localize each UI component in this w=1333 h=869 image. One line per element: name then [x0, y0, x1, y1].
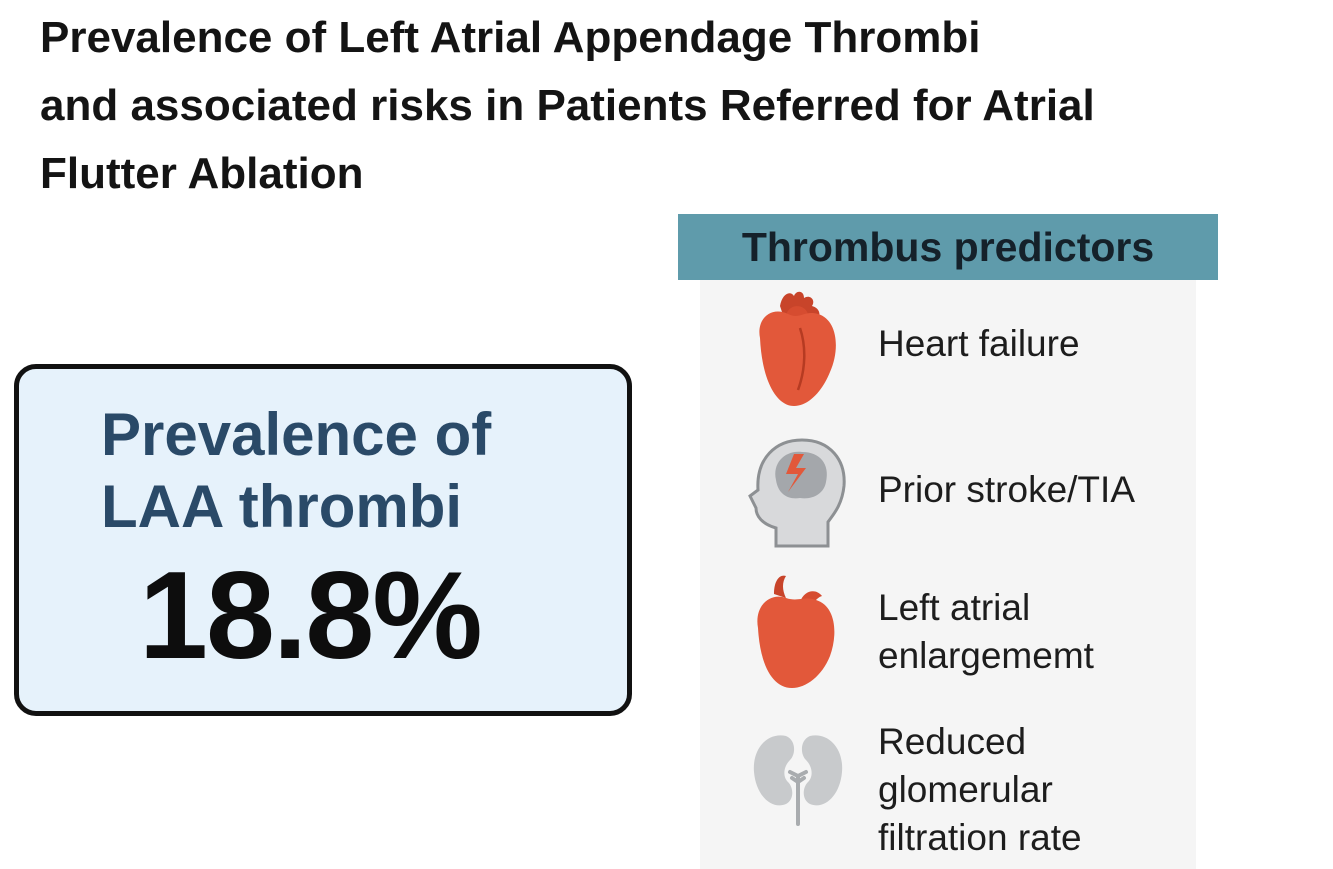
predictor-left-atrial-enlargement-text: Left atrial enlargememt	[878, 584, 1094, 680]
enlarged-heart-icon	[757, 575, 835, 688]
predictor-line: glomerular	[878, 769, 1053, 810]
head-brain-icon	[748, 438, 846, 548]
predictor-line: Reduced	[878, 721, 1027, 762]
predictor-line: Heart failure	[878, 323, 1080, 364]
prevalence-label-line-1: Prevalence of	[101, 401, 492, 468]
predictor-reduced-gfr-text: Reduced glomerular filtration rate	[878, 718, 1082, 862]
prevalence-label-line-2: LAA thrombi	[101, 473, 463, 540]
predictor-heart-failure-text: Heart failure	[878, 320, 1080, 368]
predictors-panel: Heart failure Prior stroke/TIA Left atri…	[700, 280, 1196, 869]
predictor-line: filtration rate	[878, 817, 1082, 858]
heart-icon	[759, 291, 836, 406]
predictors-header: Thrombus predictors	[678, 214, 1218, 280]
title-line-1: Prevalence of Left Atrial Appendage Thro…	[40, 13, 981, 62]
predictor-line: Prior stroke/TIA	[878, 469, 1135, 510]
predictor-left-atrial-enlargement: Left atrial enlargememt	[700, 566, 1196, 696]
prevalence-value: 18.8%	[139, 547, 483, 685]
prevalence-box: Prevalence of LAA thrombi 18.8%	[14, 364, 632, 716]
predictors-header-label: Thrombus predictors	[741, 223, 1155, 270]
predictor-heart-failure: Heart failure	[700, 280, 1196, 420]
kidney-icon	[753, 735, 843, 826]
infographic-title: Prevalence of Left Atrial Appendage Thro…	[40, 4, 1330, 208]
predictor-prior-stroke-text: Prior stroke/TIA	[878, 466, 1135, 514]
predictor-line: enlargememt	[878, 635, 1094, 676]
predictor-prior-stroke: Prior stroke/TIA	[700, 428, 1196, 558]
predictor-line: Left atrial	[878, 587, 1031, 628]
title-line-3: Flutter Ablation	[40, 149, 364, 198]
prevalence-label: Prevalence of LAA thrombi	[101, 399, 491, 543]
predictor-reduced-gfr: Reduced glomerular filtration rate	[700, 716, 1196, 866]
title-line-2: and associated risks in Patients Referre…	[40, 81, 1095, 130]
